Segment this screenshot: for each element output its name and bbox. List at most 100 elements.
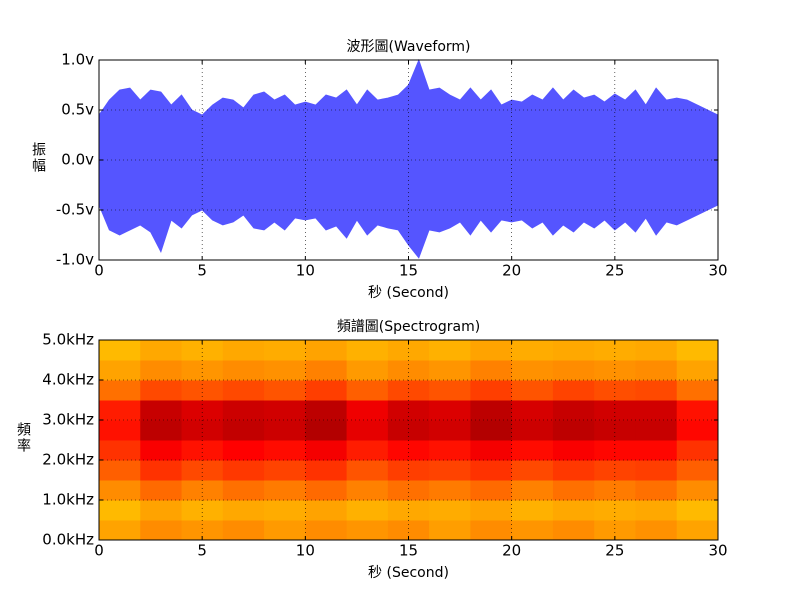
- spectrogram-cell: [635, 460, 678, 481]
- chart-title: 波形圖(Waveform): [347, 39, 471, 55]
- spectrogram-cell: [264, 500, 306, 521]
- spectrogram-cell: [99, 520, 141, 541]
- spectrogram-cell: [181, 460, 224, 481]
- spectrogram-cell: [181, 360, 224, 381]
- spectrogram-cell: [552, 360, 595, 381]
- spectrogram-cell: [99, 380, 141, 401]
- y-tick-label: 3.0kHz: [42, 411, 94, 429]
- x-tick-label: 5: [197, 262, 207, 280]
- spectrogram-cell: [264, 440, 306, 461]
- spectrogram-cell: [140, 360, 183, 381]
- spectrogram-cell: [346, 520, 389, 541]
- x-tick-label: 30: [708, 542, 727, 560]
- spectrogram-cell: [511, 520, 554, 541]
- x-axis-label: 秒 (Second): [368, 565, 449, 581]
- spectrogram-cell: [346, 480, 389, 501]
- spectrogram-cell: [511, 360, 554, 381]
- spectrogram-cell: [222, 400, 265, 421]
- spectrogram-cell: [305, 400, 348, 421]
- y-tick-label: 4.0kHz: [42, 371, 94, 389]
- x-tick-label: 5: [197, 542, 207, 560]
- spectrogram-cell: [346, 340, 389, 361]
- spectrogram-cell: [222, 500, 265, 521]
- spectrogram-cell: [470, 380, 513, 401]
- spectrogram-cell: [511, 340, 554, 361]
- spectrogram-cell: [99, 360, 141, 381]
- spectrogram-cell: [511, 500, 554, 521]
- spectrogram-cell: [594, 420, 636, 441]
- spectrogram-cell: [181, 340, 224, 361]
- spectrogram-cell: [181, 440, 224, 461]
- spectrogram-cell: [511, 440, 554, 461]
- spectrogram-cell: [99, 340, 141, 361]
- y-tick-label: 0.0kHz: [42, 531, 94, 549]
- spectrogram-cell: [387, 520, 430, 541]
- spectrogram-cell: [222, 360, 265, 381]
- spectrogram-cell: [594, 520, 636, 541]
- spectrogram-cell: [222, 480, 265, 501]
- spectrogram-cell: [222, 380, 265, 401]
- spectrogram-cell: [635, 520, 678, 541]
- spectrogram-cell: [470, 460, 513, 481]
- spectrogram-cell: [181, 380, 224, 401]
- y-tick-label: 0.5v: [61, 101, 94, 119]
- spectrogram-cell: [635, 380, 678, 401]
- y-tick-label: -0.5v: [56, 201, 94, 219]
- spectrogram-cell: [511, 480, 554, 501]
- spectrogram-cell: [264, 400, 306, 421]
- spectrogram-cell: [429, 460, 471, 481]
- spectrogram-cell: [552, 440, 595, 461]
- spectrogram-cell: [511, 420, 554, 441]
- spectrogram-cell: [140, 500, 183, 521]
- y-tick-label: 2.0kHz: [42, 451, 94, 469]
- spectrogram-cell: [264, 460, 306, 481]
- spectrogram-cell: [594, 360, 636, 381]
- spectrogram-cell: [99, 500, 141, 521]
- spectrogram-cell: [387, 360, 430, 381]
- spectrogram-cell: [429, 520, 471, 541]
- y-tick-label: 1.0v: [61, 51, 94, 69]
- spectrogram-cell: [594, 460, 636, 481]
- x-tick-label: 25: [605, 262, 624, 280]
- spectrogram-cell: [346, 400, 389, 421]
- spectrogram-cell: [429, 400, 471, 421]
- spectrogram-cell: [470, 480, 513, 501]
- spectrogram-cell: [346, 360, 389, 381]
- spectrogram-cell: [264, 340, 306, 361]
- spectrogram-cell: [387, 340, 430, 361]
- spectrogram-cell: [635, 420, 678, 441]
- spectrogram-cell: [470, 340, 513, 361]
- spectrogram-cell: [305, 520, 348, 541]
- spectrogram-cell: [387, 420, 430, 441]
- spectrogram-cell: [305, 380, 348, 401]
- spectrogram-cell: [635, 480, 678, 501]
- x-tick-label: 25: [605, 542, 624, 560]
- spectrogram-cell: [264, 480, 306, 501]
- spectrogram-cell: [140, 380, 183, 401]
- spectrogram-cell: [305, 340, 348, 361]
- x-tick-label: 10: [296, 542, 315, 560]
- spectrogram-cell: [387, 440, 430, 461]
- spectrogram-cell: [346, 420, 389, 441]
- spectrogram-cell: [222, 440, 265, 461]
- spectrogram-cell: [305, 440, 348, 461]
- spectrogram-cell: [676, 460, 719, 481]
- spectrogram-cell: [264, 380, 306, 401]
- spectrogram-cell: [346, 440, 389, 461]
- spectrogram-cell: [305, 360, 348, 381]
- waveform-upper: [98, 58, 719, 161]
- spectrogram-cell: [552, 380, 595, 401]
- spectrogram-cell: [429, 420, 471, 441]
- spectrogram-cell: [676, 420, 719, 441]
- spectrogram-cell: [264, 420, 306, 441]
- spectrogram-cell: [470, 420, 513, 441]
- spectrogram-cell: [429, 440, 471, 461]
- spectrogram-cell: [676, 360, 719, 381]
- spectrogram-cell: [594, 380, 636, 401]
- spectrogram-cell: [99, 460, 141, 481]
- spectrogram-cell: [511, 460, 554, 481]
- axes-frame: [98, 59, 719, 261]
- spectrogram-cell: [305, 460, 348, 481]
- spectrogram-cell: [140, 520, 183, 541]
